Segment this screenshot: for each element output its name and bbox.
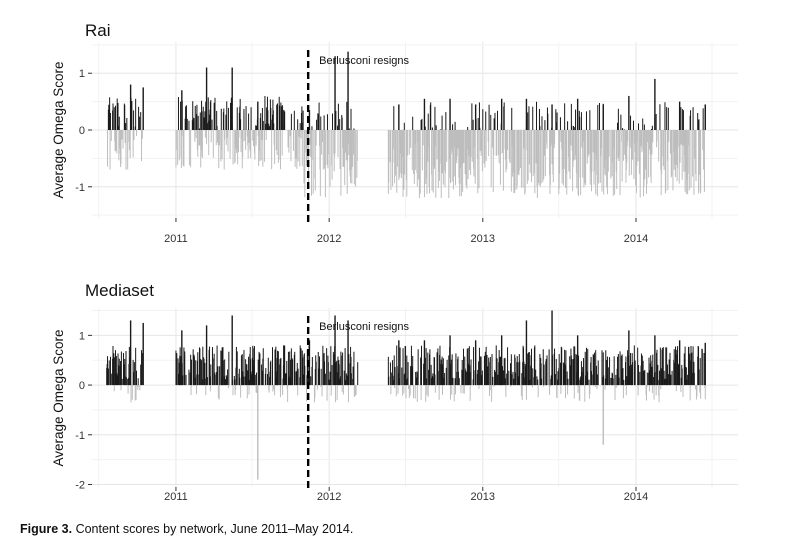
panel-title: Mediaset bbox=[85, 281, 154, 300]
chart-panel-rai: Berlusconi resigns Rai Average Omega Score… bbox=[51, 21, 738, 245]
x-tick-label: 2012 bbox=[317, 491, 341, 503]
y-tick-label: -1 bbox=[75, 182, 85, 194]
x-tick-label: 2014 bbox=[624, 233, 648, 245]
x-tick-label: 2011 bbox=[164, 491, 188, 503]
y-tick-label: 1 bbox=[79, 330, 85, 342]
y-axis-label: Average Omega Score bbox=[51, 61, 66, 198]
x-tick-label: 2013 bbox=[471, 233, 495, 245]
panel-title: Rai bbox=[85, 21, 111, 40]
x-tick-label: 2013 bbox=[471, 491, 495, 503]
y-tick-label: 0 bbox=[79, 125, 85, 137]
figure-caption: Figure 3. Content scores by network, Jun… bbox=[20, 522, 353, 536]
y-tick-label: 0 bbox=[79, 380, 85, 392]
chart-panel-mediaset: Berlusconi resigns Mediaset Average Omega … bbox=[51, 281, 738, 503]
y-axis-label: Average Omega Score bbox=[51, 329, 66, 466]
x-tick-label: 2012 bbox=[317, 233, 341, 245]
caption-label: Figure 3. bbox=[20, 522, 73, 536]
event-label: Berlusconi resigns bbox=[319, 55, 409, 67]
y-tick-label: -2 bbox=[75, 480, 85, 492]
y-tick-label: -1 bbox=[75, 430, 85, 442]
y-tick-label: 1 bbox=[79, 68, 85, 80]
bars-rai bbox=[107, 51, 706, 199]
x-tick-label: 2011 bbox=[164, 233, 188, 245]
bars-mediaset bbox=[106, 310, 706, 480]
caption-text: Content scores by network, June 2011–May… bbox=[75, 522, 354, 536]
x-tick-label: 2014 bbox=[624, 491, 648, 503]
event-label: Berlusconi resigns bbox=[319, 321, 409, 333]
